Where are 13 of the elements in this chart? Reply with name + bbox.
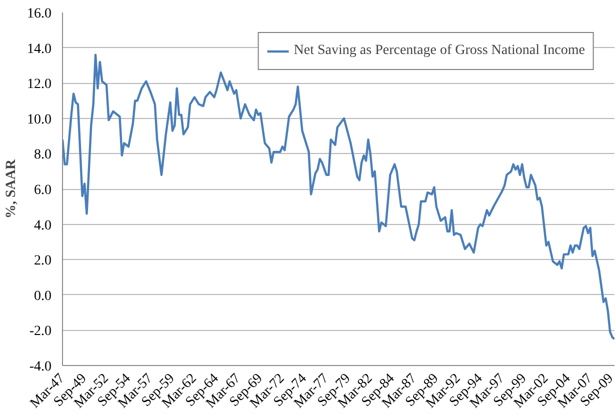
y-tick-label: 6.0	[34, 183, 52, 198]
y-tick-label: 4.0	[34, 218, 52, 234]
y-tick-label: 16.0	[27, 6, 52, 22]
y-tick-label: 2.0	[34, 254, 52, 269]
y-tick-label: 14.0	[27, 42, 52, 57]
legend-label: Net Saving as Percentage of Gross National Income	[294, 43, 585, 59]
y-tick-label: 10.0	[27, 112, 52, 128]
y-tick-label: -4.0	[29, 360, 52, 374]
y-tick-label: -2.0	[29, 324, 52, 340]
y-tick-label: 0.0	[34, 288, 52, 304]
y-axis-title: %, SAAR	[4, 158, 19, 219]
y-tick-label: 8.0	[34, 148, 52, 163]
y-tick-label: 12.0	[27, 77, 52, 92]
